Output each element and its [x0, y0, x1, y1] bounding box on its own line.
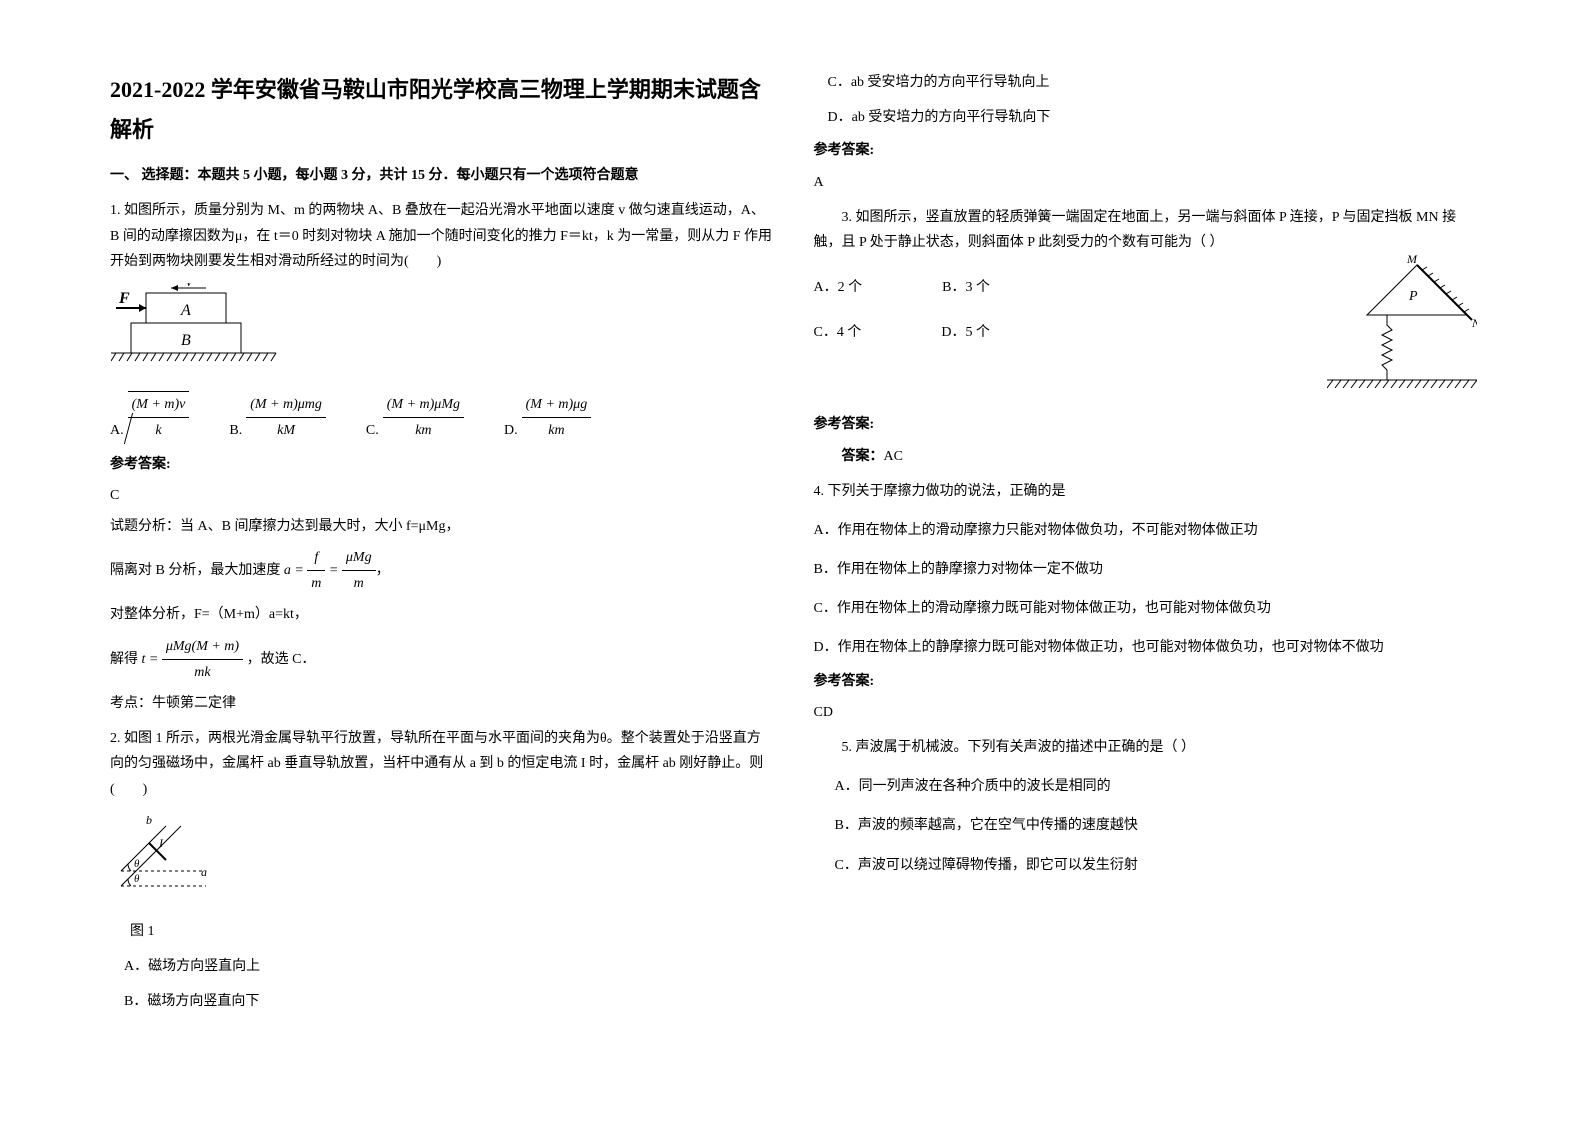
q1-answer: C: [110, 483, 774, 508]
question-3: 3. 如图所示，竖直放置的轻质弹簧一端固定在地面上，另一端与斜面体 P 连接，P…: [814, 205, 1478, 469]
q3-optC: C．4 个: [814, 320, 862, 345]
q5-optC: C．声波可以绕过障碍物传播，即它可以发生衍射: [835, 853, 1478, 878]
q4-text: 4. 下列关于摩擦力做功的说法，正确的是: [814, 479, 1478, 504]
q5-text: 5. 声波属于机械波。下列有关声波的描述中正确的是（ ）: [814, 735, 1478, 760]
q3-optA: A．2 个: [814, 275, 863, 300]
q2-optC: C．ab 受安培力的方向平行导轨向上: [828, 70, 1478, 95]
svg-text:b: b: [146, 813, 152, 827]
question-2: 2. 如图 1 所示，两根光滑金属导轨平行放置，导轨所在平面与水平面间的夹角为θ…: [110, 726, 774, 1014]
svg-text:F: F: [118, 290, 130, 307]
question-5: 5. 声波属于机械波。下列有关声波的描述中正确的是（ ） A．同一列声波在各种介…: [814, 735, 1478, 878]
svg-text:a: a: [201, 865, 207, 879]
svg-text:M: M: [1406, 255, 1418, 266]
q2-fig-label: 图 1: [130, 919, 774, 944]
right-column: C．ab 受安培力的方向平行导轨向上 D．ab 受安培力的方向平行导轨向下 参考…: [794, 70, 1498, 1052]
svg-text:A: A: [180, 302, 191, 319]
svg-text:I: I: [158, 836, 164, 850]
q3-row2: C．4 个 D．5 个: [814, 320, 1308, 345]
q1-text: 1. 如图所示，质量分别为 M、m 的两物块 A、B 叠放在一起沿光滑水平地面以…: [110, 198, 774, 274]
q1-optC: C. (M + m)μMgkm: [366, 391, 464, 443]
q1-analysis3: 对整体分析，F=（M+m）a=kt，: [110, 602, 774, 627]
q3-answer: AC: [884, 449, 903, 464]
document-title: 2021-2022 学年安徽省马鞍山市阳光学校高三物理上学期期末试题含解析: [110, 70, 774, 149]
q3-optD: D．5 个: [941, 320, 990, 345]
q3-text: 3. 如图所示，竖直放置的轻质弹簧一端固定在地面上，另一端与斜面体 P 连接，P…: [814, 205, 1478, 255]
q1-answer-label: 参考答案:: [110, 452, 774, 477]
q4-optA: A．作用在物体上的滑动摩擦力只能对物体做负功，不可能对物体做正功: [814, 518, 1478, 543]
q1-optA: A. (M + m)vk: [110, 391, 189, 443]
q2-answer-label: 参考答案:: [814, 138, 1478, 163]
q1-optB: B. (M + m)μmgkM: [229, 391, 326, 443]
section-heading: 一、 选择题：本题共 5 小题，每小题 3 分，共计 15 分．每小题只有一个选…: [110, 163, 774, 188]
q4-answer-label: 参考答案:: [814, 669, 1478, 694]
question-4: 4. 下列关于摩擦力做功的说法，正确的是 A．作用在物体上的滑动摩擦力只能对物体…: [814, 479, 1478, 725]
left-column: 2021-2022 学年安徽省马鞍山市阳光学校高三物理上学期期末试题含解析 一、…: [90, 70, 794, 1052]
svg-text:θ: θ: [134, 858, 140, 870]
q1-analysis1: 试题分析：当 A、B 间摩擦力达到最大时，大小 f=μMg，: [110, 514, 774, 539]
q1-optD: D. (M + m)μgkm: [504, 391, 591, 443]
q3-answer-line: 答案：AC: [842, 444, 1478, 469]
q3-optB: B．3 个: [942, 275, 990, 300]
q1-analysis2: 隔离对 B 分析，最大加速度 a = fm = μMgm，: [110, 545, 774, 596]
q4-optB: B．作用在物体上的静摩擦力对物体一定不做功: [814, 557, 1478, 582]
q3-row1: A．2 个 B．3 个: [814, 275, 1308, 300]
q1-options: A. (M + m)vk B. (M + m)μmgkM C. (M + m)μ…: [110, 391, 774, 443]
q1-diagram: A B F v: [110, 282, 774, 383]
question-1: 1. 如图所示，质量分别为 M、m 的两物块 A、B 叠放在一起沿光滑水平地面以…: [110, 198, 774, 716]
q2-optA: A．磁场方向竖直向上: [124, 954, 774, 979]
svg-text:B: B: [181, 332, 191, 349]
q4-answer: CD: [814, 700, 1478, 725]
q3-answer-prefix: 答案：: [842, 449, 884, 464]
q3-diagram: M P N: [1327, 255, 1477, 404]
q5-optA: A．同一列声波在各种介质中的波长是相同的: [835, 774, 1478, 799]
svg-text:v: v: [186, 283, 193, 290]
q4-optC: C．作用在物体上的滑动摩擦力既可能对物体做正功，也可能对物体做负功: [814, 596, 1478, 621]
q4-optD: D．作用在物体上的静摩擦力既可能对物体做正功，也可能对物体做负功，也可对物体不做…: [814, 635, 1478, 660]
svg-text:P: P: [1408, 289, 1418, 304]
q5-optB: B．声波的频率越高，它在空气中传播的速度越快: [835, 813, 1478, 838]
q1-analysis4: 解得 t = μMg(M + m)mk ，故选 C．: [110, 634, 774, 685]
q2-answer: A: [814, 170, 1478, 195]
q2-text: 2. 如图 1 所示，两根光滑金属导轨平行放置，导轨所在平面与水平面间的夹角为θ…: [110, 726, 774, 802]
q2-diagram: b a I θ θ: [110, 810, 774, 911]
q1-analysis6: 考点：牛顿第二定律: [110, 691, 774, 716]
svg-text:θ: θ: [134, 873, 140, 885]
q3-answer-label: 参考答案:: [814, 412, 1478, 437]
svg-text:N: N: [1471, 316, 1477, 330]
q2-optB: B．磁场方向竖直向下: [124, 989, 774, 1014]
q2-optD: D．ab 受安培力的方向平行导轨向下: [828, 105, 1478, 130]
